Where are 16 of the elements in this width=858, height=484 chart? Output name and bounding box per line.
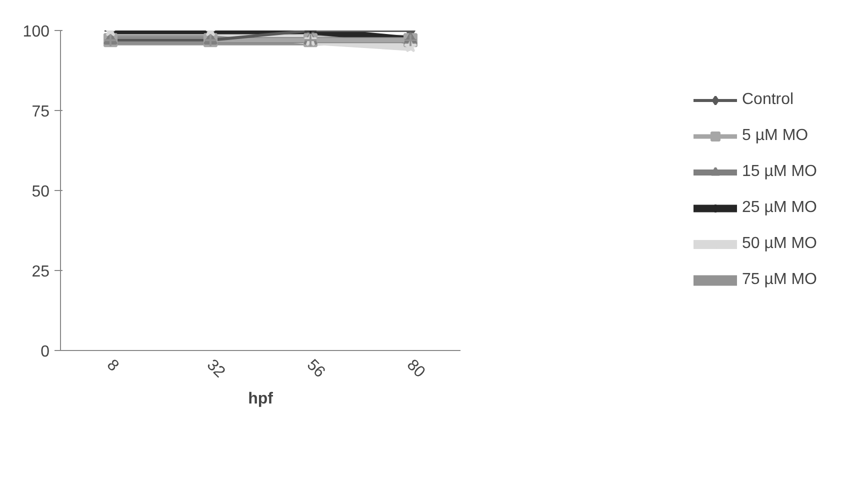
- x-axis-title: hpf: [248, 390, 274, 408]
- legend-label: 50 µM MO: [742, 235, 818, 253]
- legend-label: Control: [742, 91, 794, 109]
- legend-label: 5 µM MO: [742, 127, 808, 145]
- y-tick-label: 50: [32, 184, 50, 200]
- y-tick-label: 0: [40, 344, 50, 360]
- x-tick-label: 80: [403, 356, 428, 382]
- legend-label: 75 µM MO: [742, 271, 818, 289]
- x-tick-label: 32: [203, 356, 228, 382]
- y-tick-label: 100: [22, 24, 50, 40]
- legend-label: 15 µM MO: [742, 163, 818, 181]
- y-tick-label: 75: [32, 104, 50, 120]
- x-tick-label: 56: [303, 356, 328, 382]
- x-tick-label: 8: [103, 356, 122, 375]
- legend-label: 25 µM MO: [742, 199, 818, 217]
- y-tick-label: 25: [32, 264, 50, 280]
